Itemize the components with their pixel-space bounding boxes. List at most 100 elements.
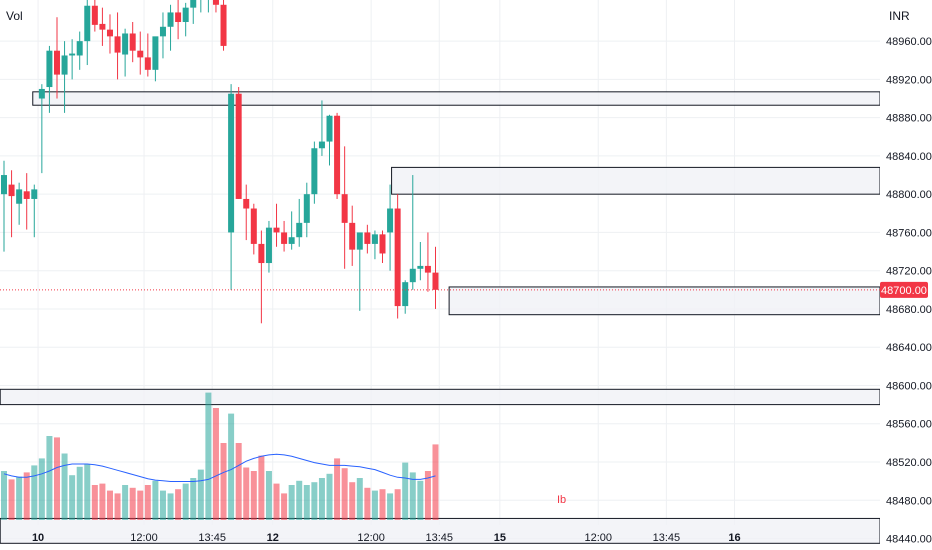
candle-body xyxy=(318,141,325,149)
volume-bar xyxy=(387,493,394,520)
candle-body xyxy=(159,26,166,37)
volume-ma xyxy=(3,453,436,482)
volume-bar xyxy=(8,479,15,520)
volume-bar xyxy=(53,437,60,520)
time-axis[interactable]: 10 12:00 13:45 12 12:00 13:45 15 12:00 13:45 16 xyxy=(32,532,741,544)
volume-bar xyxy=(152,480,159,520)
volume-bar xyxy=(175,489,182,520)
volume-bar xyxy=(296,480,303,520)
volume-bar xyxy=(182,483,189,520)
candle-body xyxy=(341,194,348,223)
zone-48800 xyxy=(391,166,881,195)
zones xyxy=(0,91,881,544)
time-tick-label: 13:45 xyxy=(198,532,226,544)
candle-body xyxy=(91,5,98,25)
grid xyxy=(0,0,880,540)
volume-bar xyxy=(409,472,416,520)
volume-bar xyxy=(91,485,98,520)
candle-body xyxy=(167,12,174,27)
volume-bar xyxy=(167,493,174,520)
candle-body xyxy=(31,189,38,199)
candles xyxy=(1,0,439,324)
price-axis[interactable]: 48440.00 48480.00 48520.00 48560.00 48600.00… xyxy=(880,0,932,550)
volume-bar xyxy=(273,483,280,520)
price-axis-background xyxy=(880,0,932,550)
time-tick-label: 12:00 xyxy=(130,532,158,544)
volume-bar xyxy=(122,485,129,520)
price-tick-label: 48880.00 xyxy=(886,113,932,125)
price-tick-label: 48480.00 xyxy=(886,495,932,507)
volume-bar xyxy=(205,392,212,520)
volume-bar xyxy=(364,487,371,520)
candle-body xyxy=(356,232,363,250)
candle-body xyxy=(387,208,394,233)
volume-bar xyxy=(16,476,23,520)
volume-bar xyxy=(424,471,431,520)
candle-body xyxy=(69,53,76,56)
volume-bar xyxy=(235,443,242,520)
candle-body xyxy=(409,268,416,283)
current-price-label: 48700.00 xyxy=(881,285,927,297)
vol-legend: Vol xyxy=(6,9,23,23)
volume-bar xyxy=(106,490,113,520)
currency-label[interactable]: INR xyxy=(889,9,910,23)
volume-bar xyxy=(69,475,76,520)
volume-bar xyxy=(402,462,409,520)
volume-bar xyxy=(1,471,7,520)
candle-body xyxy=(311,148,318,195)
current-price-tag xyxy=(880,281,928,298)
candle-body xyxy=(273,227,280,233)
volume-bar xyxy=(281,493,288,520)
candle-body xyxy=(228,93,235,233)
volume-bar xyxy=(258,455,265,520)
candle-body xyxy=(76,41,83,56)
candle-body xyxy=(326,115,333,142)
price-tick-label: 48720.00 xyxy=(886,266,932,278)
candle-body xyxy=(190,0,197,8)
candle-body xyxy=(424,265,431,273)
volume-bar xyxy=(114,493,121,520)
volume-bar xyxy=(76,466,83,520)
time-tick-label: 10 xyxy=(32,532,44,544)
candle-body xyxy=(23,191,30,199)
volume-bar xyxy=(144,485,151,520)
time-tick-label: 13:45 xyxy=(426,532,454,544)
candle-body xyxy=(334,115,341,195)
candle-body xyxy=(99,23,106,30)
volume-bar xyxy=(84,464,91,520)
volume-bar xyxy=(31,465,38,520)
volume-bar xyxy=(220,443,227,520)
price-tick-label: 48800.00 xyxy=(886,189,932,201)
candle-body xyxy=(16,189,23,204)
candle-body xyxy=(84,5,91,42)
zone-48450 xyxy=(0,517,881,544)
time-tick-label: 15 xyxy=(494,532,506,544)
volume-bar xyxy=(137,490,144,520)
candle-body xyxy=(182,7,189,22)
volume-bar xyxy=(250,471,257,520)
volume-bar xyxy=(228,413,235,520)
candle-body xyxy=(250,208,257,244)
candle-body xyxy=(129,33,136,51)
candle-body xyxy=(137,50,144,58)
volume-bar xyxy=(334,458,341,520)
price-tick-label: 48520.00 xyxy=(886,457,932,469)
volume-bar xyxy=(99,483,106,520)
volume-bar xyxy=(379,489,386,520)
candle-body xyxy=(371,234,378,244)
candle-body xyxy=(303,194,310,223)
volume-bar xyxy=(318,478,325,520)
candle-body xyxy=(288,237,295,244)
candle-body xyxy=(417,265,424,269)
candle-body xyxy=(61,55,68,75)
candle-body xyxy=(8,184,15,197)
candle-body xyxy=(281,232,288,244)
price-tick-label: 48760.00 xyxy=(886,227,932,239)
volume-bar xyxy=(394,489,401,520)
volume-bar xyxy=(38,458,45,520)
candle-body xyxy=(296,222,303,238)
ib-label: Ib xyxy=(557,494,566,506)
candle-body xyxy=(349,222,356,250)
price-tick-label: 48640.00 xyxy=(886,342,932,354)
